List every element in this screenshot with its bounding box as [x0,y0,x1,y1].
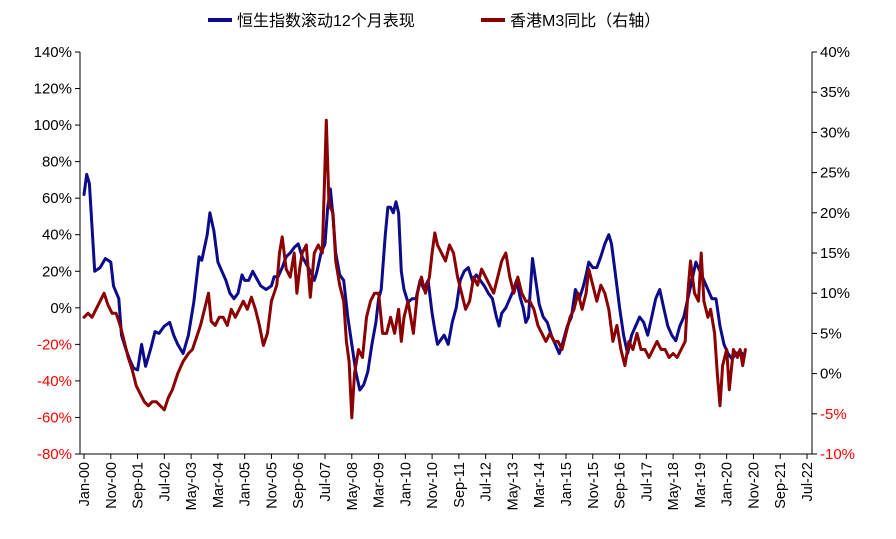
x-tick-label: Jan-20 [720,462,736,506]
y-left-tick-label: 140% [34,44,72,61]
y-right-tick-label: 10% [820,285,850,302]
x-tick-label: Mar-14 [532,462,548,508]
y-right-tick-label: -10% [820,446,855,463]
x-tick-label: Sep-06 [291,462,307,509]
x-tick-label: Jan-00 [77,462,93,506]
y-left-tick-label: 0% [50,300,72,317]
x-tick-label: Sep-01 [131,462,147,509]
legend-label-m3: 香港M3同比（右轴） [510,12,660,30]
y-left-tick-label: 120% [34,81,72,98]
y-right-tick-label: -5% [820,406,847,423]
x-tick-label: Nov-10 [425,462,441,509]
series-line-m3 [82,118,747,420]
y-right-tick-label: 0% [820,366,842,383]
legend: 恒生指数滚动12个月表现 香港M3同比（右轴） [208,12,660,30]
legend-label-hsi: 恒生指数滚动12个月表现 [237,12,415,30]
x-tick-label: Jul-12 [479,462,495,502]
x-tick-label: Mar-09 [372,462,388,508]
x-tick-label: Jan-10 [398,462,414,506]
x-tick-label: Sep-16 [613,462,629,509]
y-right-tick-label: 25% [820,165,850,182]
x-tick-label: May-18 [666,462,682,510]
x-tick-label: Mar-19 [693,462,709,508]
y-left-tick-label: 60% [42,190,72,207]
x-tick-label: Jul-07 [318,462,334,502]
x-tick-label: May-03 [184,462,200,510]
x-tick-label: Mar-04 [211,462,227,508]
y-right-tick-label: 40% [820,44,850,61]
x-tick-label: Jul-17 [639,462,655,502]
y-left-tick-label: 100% [34,117,72,134]
x-tick-label: Sep-21 [773,462,789,509]
axes: 140% 120% 100% 80% 60% 40% 20% 0% -20% -40% -60% -8… [34,44,855,510]
x-tick-label: Jul-02 [157,462,173,502]
x-tick-label: Nov-20 [746,462,762,509]
x-tick-label: Nov-00 [104,462,120,509]
y-right-tick-label: 35% [820,84,850,101]
y-left-tick-label: 20% [42,263,72,280]
series-line-hsi [82,172,746,392]
y-left-tick-label: -40% [37,373,72,390]
x-tick-label: Nov-05 [264,462,280,509]
x-tick-label: Jan-15 [559,462,575,506]
y-left-tick-label: -60% [37,409,72,426]
y-right-tick-label: 15% [820,245,850,262]
x-tick-label: Nov-15 [586,462,602,509]
y-left-tick-label: -20% [37,336,72,353]
y-right-tick-label: 5% [820,325,842,342]
x-tick-label: Jan-05 [238,462,254,506]
y-left-tick-label: -80% [37,446,72,463]
x-tick-label: Sep-11 [452,462,468,508]
series-layer [82,118,747,420]
y-right-tick-label: 30% [820,124,850,141]
x-tick-label: May-13 [505,462,521,510]
x-tick-label: May-08 [345,462,361,510]
y-right-tick-label: 20% [820,205,850,222]
y-left-tick-label: 80% [42,154,72,171]
y-left-tick-label: 40% [42,227,72,244]
x-tick-label: Jul-22 [800,462,816,502]
